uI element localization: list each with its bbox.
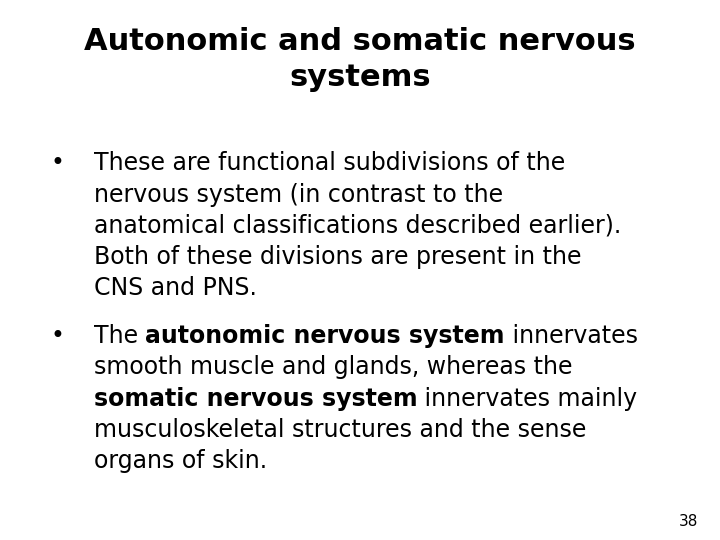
Text: •: • — [50, 151, 64, 175]
Text: nervous system (in contrast to the: nervous system (in contrast to the — [94, 183, 503, 206]
Text: autonomic nervous system: autonomic nervous system — [145, 324, 505, 348]
Text: 38: 38 — [679, 514, 698, 529]
Text: Autonomic and somatic nervous
systems: Autonomic and somatic nervous systems — [84, 27, 636, 92]
Text: CNS and PNS.: CNS and PNS. — [94, 276, 256, 300]
Text: The: The — [94, 324, 145, 348]
Text: somatic nervous system: somatic nervous system — [94, 387, 417, 410]
Text: smooth muscle and glands, whereas the: smooth muscle and glands, whereas the — [94, 355, 572, 379]
Text: These are functional subdivisions of the: These are functional subdivisions of the — [94, 151, 565, 175]
Text: Both of these divisions are present in the: Both of these divisions are present in t… — [94, 245, 581, 269]
Text: •: • — [50, 324, 64, 348]
Text: organs of skin.: organs of skin. — [94, 449, 266, 473]
Text: innervates mainly: innervates mainly — [417, 387, 637, 410]
Text: anatomical classifications described earlier).: anatomical classifications described ear… — [94, 214, 621, 238]
Text: musculoskeletal structures and the sense: musculoskeletal structures and the sense — [94, 418, 586, 442]
Text: innervates: innervates — [505, 324, 638, 348]
